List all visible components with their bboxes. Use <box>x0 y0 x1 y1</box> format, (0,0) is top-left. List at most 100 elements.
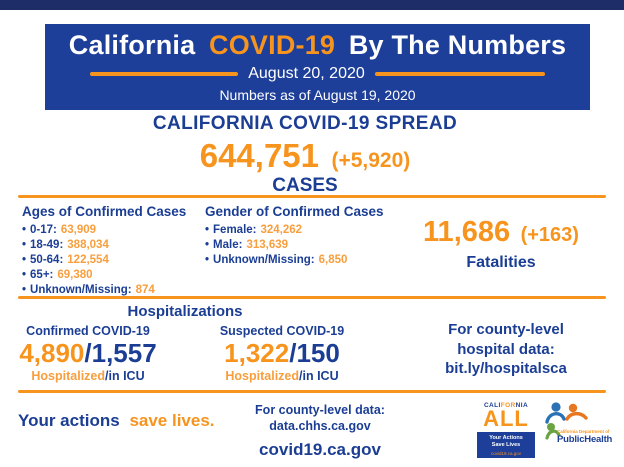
header-banner: California COVID-19 By The Numbers Augus… <box>45 24 590 110</box>
fatalities-number-row: 11,686 (+163) <box>395 216 607 249</box>
suspected-numbers: 1,322/150 <box>198 338 366 369</box>
bullet-icon: • <box>22 239 27 251</box>
cdph-logo: California Department of PublicHealth <box>541 400 621 460</box>
as-of-date: Numbers as of August 19, 2020 <box>219 86 416 103</box>
fatalities-label: Fatalities <box>466 254 536 271</box>
spread-heading: CALIFORNIA COVID-19 SPREAD <box>152 113 458 134</box>
cdph-dept-line: California Department of <box>557 429 610 434</box>
confirmed-hospitalizations: Confirmed COVID-19 4,890/1,557 Hospitali… <box>8 324 168 383</box>
fatalities-section: 11,686 (+163) Fatalities <box>395 216 607 272</box>
ages-heading: Ages of Confirmed Cases <box>22 204 187 219</box>
divider-bottom <box>18 390 606 393</box>
confirmed-numbers: 4,890/1,557 <box>8 338 168 369</box>
page-title: California COVID-19 By The Numbers <box>66 30 569 61</box>
age-value: 63,909 <box>60 224 97 236</box>
divider-middle <box>18 296 606 299</box>
suspected-hospitalized-count: 1,322 <box>224 338 290 368</box>
age-label: 18-49: <box>30 239 64 251</box>
spread-section: CALIFORNIA COVID-19 SPREAD 644,751 (+5,9… <box>10 113 600 197</box>
box-line2: Save Lives <box>491 441 521 448</box>
age-value: 874 <box>135 284 155 296</box>
bullet-icon: • <box>205 254 210 266</box>
list-item: • Unknown/Missing: 874 <box>22 283 202 298</box>
cdph-figures-icon <box>545 402 588 440</box>
gender-value: 6,850 <box>318 254 348 266</box>
confirmed-hospitalized-count: 4,890 <box>19 338 85 368</box>
box-line1: Your Actions <box>489 434 523 441</box>
list-item: • 65+: 69,380 <box>22 268 202 283</box>
county-hospital-note: For county-level hospital data: bit.ly/h… <box>420 320 592 379</box>
box-line3: covid19.ca.gov <box>490 450 522 456</box>
slogan-orange: save lives. <box>129 411 215 430</box>
total-fatalities: 11,686 <box>423 216 511 248</box>
gender-value: 324,262 <box>260 224 303 236</box>
bullet-icon: • <box>205 224 210 236</box>
gender-label: Male: <box>213 239 243 251</box>
slogan-blue: Your actions <box>18 411 120 430</box>
bullet-icon: • <box>205 239 210 251</box>
title-california: California <box>68 30 196 61</box>
gender-label: Female: <box>213 224 257 236</box>
age-value: 388,034 <box>67 239 109 251</box>
cdph-name: PublicHealth <box>557 434 613 445</box>
total-cases: 644,751 <box>199 137 320 174</box>
hospitalized-word: Hospitalized <box>225 368 300 383</box>
hospital-data-url: bit.ly/hospitalsca <box>445 360 567 377</box>
note-line2: hospital data: <box>457 340 555 358</box>
california-wordmark: CALIFORNIA <box>477 402 535 409</box>
date-dash-left <box>90 71 239 76</box>
list-item: • Male: 313,639 <box>205 238 400 253</box>
note-line1: For county-level <box>448 321 564 338</box>
slogan: Your actions save lives. <box>18 411 215 431</box>
county-data-label: For county-level data: <box>255 403 385 417</box>
suspected-label: Suspected COVID-19 <box>219 324 345 338</box>
suspected-sublabel: Hospitalized/in ICU <box>198 369 366 383</box>
divider-top <box>18 195 606 198</box>
confirmed-icu-count: /1,557 <box>84 338 157 368</box>
cal-blue2: NIA <box>515 402 529 409</box>
confirmed-label: Confirmed COVID-19 <box>26 324 150 338</box>
suspected-hospitalizations: Suspected COVID-19 1,322/150 Hospitalize… <box>198 324 366 383</box>
confirmed-sublabel: Hospitalized/in ICU <box>8 369 168 383</box>
in-icu-word: /in ICU <box>299 368 339 383</box>
title-covid19: COVID-19 <box>209 30 336 61</box>
bullet-icon: • <box>22 269 27 281</box>
cal-blue1: CALI <box>483 402 501 409</box>
age-value: 122,554 <box>67 254 109 266</box>
date-row: August 20, 2020 <box>90 65 545 83</box>
age-label: 0-17: <box>30 224 57 236</box>
cases-number-row: 644,751 (+5,920) <box>10 137 600 175</box>
county-data-url: data.chhs.ca.gov <box>269 418 371 433</box>
age-label: 65+: <box>30 269 54 281</box>
cdph-text: California Department of PublicHealth <box>557 429 612 445</box>
list-item: • 50-64: 122,554 <box>22 253 202 268</box>
cal-orange: FOR <box>500 402 516 409</box>
age-label: 50-64: <box>30 254 64 266</box>
ages-section: Ages of Confirmed Cases • 0-17: 63,909 • 18… <box>22 204 202 298</box>
hospitalized-word: Hospitalized <box>31 368 106 383</box>
new-cases: (+5,920) <box>331 149 411 172</box>
suspected-icu-count: /150 <box>289 338 340 368</box>
all-logo-box: Your Actions Save Lives covid19.ca.gov <box>477 431 535 458</box>
bullet-icon: • <box>22 284 27 296</box>
gender-value: 313,639 <box>246 239 289 251</box>
list-item: • 0-17: 63,909 <box>22 223 202 238</box>
bullet-icon: • <box>22 224 27 236</box>
bullet-icon: • <box>22 254 27 266</box>
all-wordmark: ALL <box>483 406 529 431</box>
gender-heading: Gender of Confirmed Cases <box>205 204 384 219</box>
covid19-site-url: covid19.ca.gov <box>259 440 381 460</box>
list-item: • 18-49: 388,034 <box>22 238 202 253</box>
date-dash-right <box>374 71 545 76</box>
california-all-logo: CALIFORNIA ALL Your Actions Save Lives c… <box>477 402 535 458</box>
list-item: • Female: 324,262 <box>205 223 400 238</box>
new-fatalities: (+163) <box>520 224 579 246</box>
gender-section: Gender of Confirmed Cases • Female: 324,26… <box>205 204 400 268</box>
cases-label: CASES <box>272 175 338 196</box>
footer-links: For county-level data: data.chhs.ca.gov … <box>235 403 405 460</box>
hospitalizations-heading: Hospitalizations <box>127 303 243 320</box>
list-item: • Unknown/Missing: 6,850 <box>205 253 400 268</box>
age-label: Unknown/Missing: <box>30 284 132 296</box>
report-date: August 20, 2020 <box>248 64 365 82</box>
